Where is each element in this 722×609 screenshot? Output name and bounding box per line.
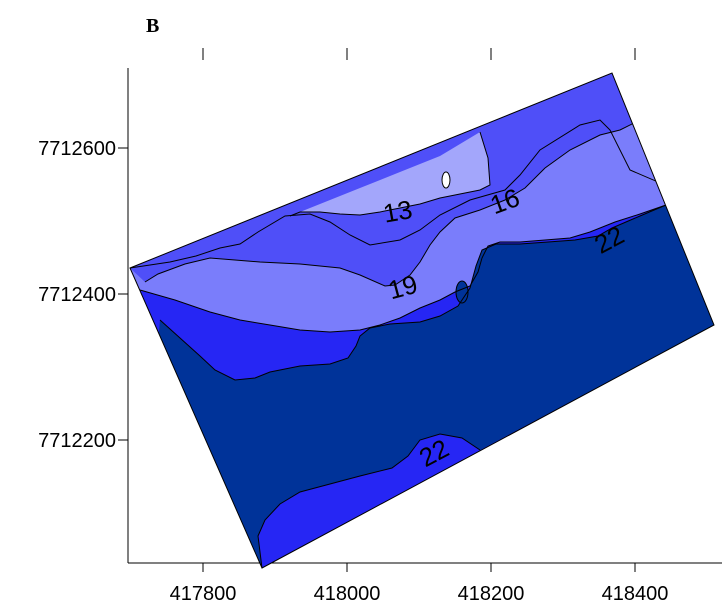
band-bottom-bright bbox=[258, 434, 480, 568]
contour-line bbox=[144, 119, 641, 287]
band-dark-patch bbox=[456, 281, 468, 303]
x-tick-label: 418000 bbox=[314, 583, 381, 605]
x-tick-label: 418200 bbox=[458, 583, 525, 605]
y-tick-label: 7712400 bbox=[38, 284, 116, 306]
band-dark bbox=[150, 205, 714, 568]
contour-label-13: 13 bbox=[381, 194, 415, 229]
contour-line bbox=[159, 204, 667, 381]
contour-line bbox=[441, 171, 451, 189]
x-tick-label: 417800 bbox=[170, 583, 237, 605]
band-top bbox=[290, 132, 490, 216]
survey-boundary bbox=[129, 72, 715, 569]
panel-label: B bbox=[146, 15, 159, 37]
band-hole bbox=[442, 172, 450, 188]
contour-line bbox=[130, 119, 701, 269]
x-tick-label: 418400 bbox=[602, 583, 669, 605]
axis-frame bbox=[118, 48, 722, 572]
contour-bands bbox=[130, 73, 714, 568]
contour-line bbox=[455, 280, 469, 304]
contour-line bbox=[139, 204, 667, 333]
contour-line bbox=[257, 433, 481, 568]
contour-line bbox=[289, 131, 491, 217]
y-tick-label: 7712200 bbox=[38, 430, 116, 452]
y-tick-label: 7712600 bbox=[38, 138, 116, 160]
